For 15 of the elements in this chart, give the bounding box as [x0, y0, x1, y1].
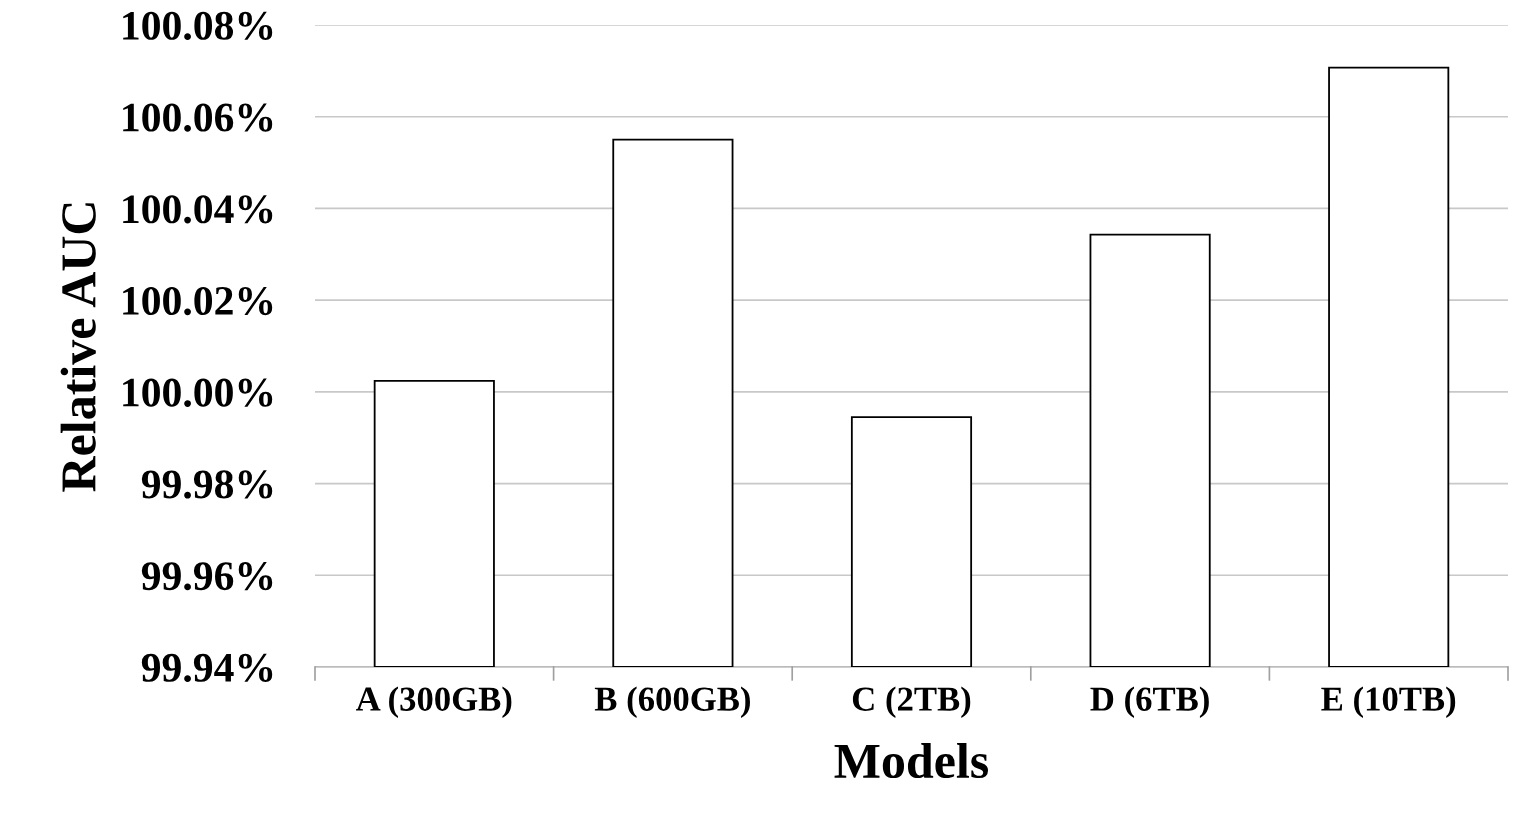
- y-tick-label: 100.04%: [123, 195, 273, 224]
- y-axis-title: Relative AUC: [60, 203, 96, 492]
- x-tick-label: D (6TB): [1090, 686, 1209, 718]
- x-tick-label: E (10TB): [1321, 686, 1456, 718]
- x-tick-label: A (300GB): [356, 686, 512, 718]
- x-tick-label: B (600GB): [594, 686, 750, 718]
- y-tick-label: 100.08%: [123, 11, 273, 41]
- y-tick-label: 99.98%: [141, 470, 273, 499]
- y-tick-label: 99.94%: [141, 653, 273, 683]
- y-tick-label: 100.06%: [123, 103, 273, 132]
- y-tick-label: 100.00%: [123, 378, 273, 407]
- y-tick-label: 99.96%: [141, 562, 273, 591]
- x-axis-title: Models: [834, 742, 989, 779]
- y-tick-label: 100.02%: [123, 286, 273, 316]
- x-tick-label: C (2TB): [852, 686, 971, 718]
